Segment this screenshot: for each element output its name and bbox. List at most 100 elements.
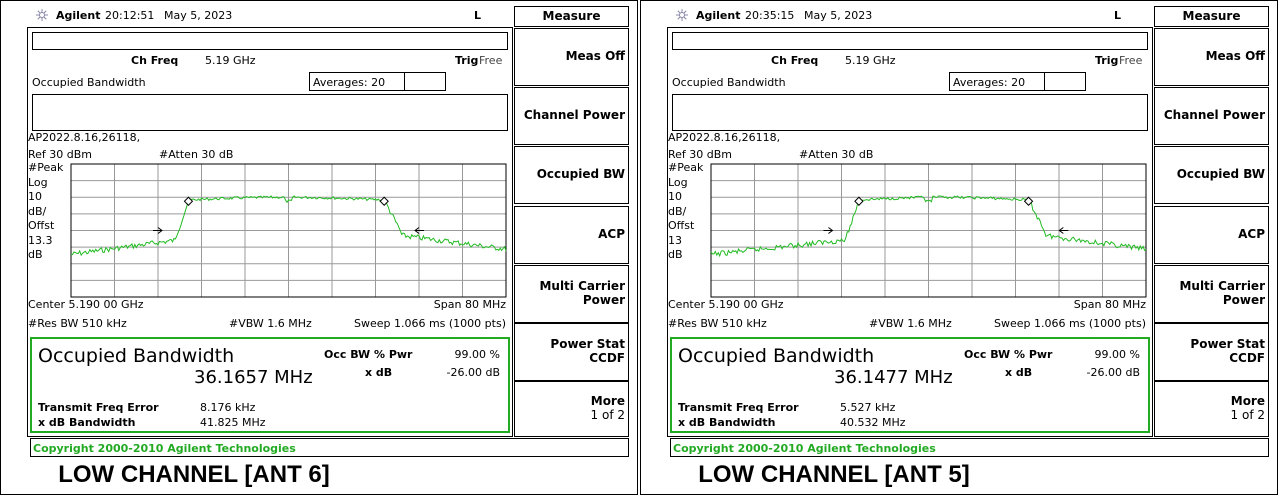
trig-label: Trig [455, 54, 479, 67]
xdb-value: -26.00 dB [446, 366, 501, 379]
softkey-label: CCDF [1229, 351, 1265, 365]
file-name: AP2022.8.16,26118, [668, 131, 781, 144]
softkey[interactable]: Multi Carrier Power [1154, 265, 1269, 323]
caption: LOW CHANNEL [ANT 6] [58, 461, 330, 488]
scale-label: Offst [28, 219, 55, 232]
sun-icon [676, 9, 688, 21]
status-box [32, 94, 508, 131]
softkey[interactable]: Meas Off [1154, 28, 1269, 86]
softkey[interactable]: More 1 of 2 [1154, 381, 1269, 437]
scale-label: 13.3 [28, 233, 53, 247]
time: 20:35:15 [745, 9, 795, 22]
brand: Agilent [56, 9, 101, 22]
analyzer-panel: Agilent 20:35:15 May 5, 2023 L Measure Meas O… [640, 0, 1278, 495]
softkey-label: Power [1222, 293, 1265, 307]
softkey[interactable]: Meas Off [514, 28, 629, 86]
vbw: #VBW 1.6 MHz [229, 317, 312, 330]
averages-field [404, 72, 446, 91]
averages: Averages: 20 [313, 76, 386, 89]
softkey-label: Meas Off [565, 49, 625, 64]
softkey-label: 1 of 2 [590, 408, 625, 422]
softkey[interactable]: Occupied BW [1154, 146, 1269, 204]
softkey-label: Channel Power [1163, 108, 1265, 123]
ch-freq: 5.19 GHz [845, 54, 896, 67]
occ-value: 99.00 % [1094, 348, 1140, 361]
message-bar [672, 32, 1148, 50]
tfe-value: 8.176 kHz [200, 401, 256, 414]
flag: L [1114, 9, 1122, 22]
results-value: 36.1657 MHz [194, 367, 313, 388]
results-box: Occupied Bandwidth 36.1657 MHz Occ BW % Pw… [30, 337, 510, 433]
scale-label: #Peak [28, 161, 64, 174]
scale-label: Log [668, 175, 688, 189]
measurement: Occupied Bandwidth [32, 76, 146, 89]
core [39, 12, 45, 18]
attenuation: #Atten 30 dB [159, 148, 234, 161]
xbw-value: 40.532 MHz [840, 416, 906, 429]
copyright-bar: Copyright 2000-2010 Agilent Technologies [670, 438, 1269, 457]
date: May 5, 2023 [164, 9, 233, 22]
trig-label: Trig [1095, 54, 1119, 67]
softkey[interactable]: Occupied BW [514, 146, 629, 204]
scale-label: Log [28, 175, 48, 189]
occ-label: Occ BW % Pwr [964, 348, 1053, 361]
results-title: Occupied Bandwidth [678, 345, 875, 367]
attenuation: #Atten 30 dB [799, 148, 874, 161]
sweep: Sweep 1.066 ms (1000 pts) [993, 317, 1146, 330]
tfe-label: Transmit Freq Error [678, 401, 799, 414]
span: Span 80 MHz [1073, 298, 1146, 311]
ref-level: Ref 30 dBm [28, 148, 93, 161]
softkey[interactable]: ACP [1154, 206, 1269, 264]
flag: L [474, 9, 482, 22]
analyzer-panel: Agilent 20:12:51 May 5, 2023 L Measure Meas O… [0, 0, 638, 495]
softkey[interactable]: Channel Power [514, 87, 629, 145]
vbw: #VBW 1.6 MHz [869, 317, 952, 330]
time: 20:12:51 [105, 9, 155, 22]
softkey-label: More [590, 394, 625, 409]
averages-box: Averages: 20 [309, 72, 446, 91]
softkey[interactable]: ACP [514, 206, 629, 264]
softkey-label: ACP [598, 227, 625, 242]
screen-frame [27, 27, 513, 437]
softkey-label: Multi Carrier [1179, 279, 1265, 294]
xdb-label: x dB [1005, 366, 1033, 379]
res-bw: #Res BW 510 kHz [668, 317, 767, 330]
results-value: 36.1477 MHz [834, 367, 953, 388]
scale-label: dB/ [668, 204, 687, 218]
center-freq: Center 5.190 00 GHz [28, 298, 144, 311]
softkey-label: ACP [1238, 227, 1265, 242]
softkey[interactable]: Channel Power [1154, 87, 1269, 145]
scale-label: dB/ [28, 204, 47, 218]
ref-level: Ref 30 dBm [668, 148, 733, 161]
copyright-bar: Copyright 2000-2010 Agilent Technologies [30, 438, 629, 457]
scale-label: dB [668, 248, 683, 261]
res-bw: #Res BW 510 kHz [28, 317, 127, 330]
ch-freq-label: Ch Freq [771, 54, 819, 67]
occ-label: Occ BW % Pwr [324, 348, 413, 361]
scale-label: 10 [28, 190, 42, 203]
xbw-label: x dB Bandwidth [678, 416, 776, 429]
softkey-label: Meas Off [1205, 49, 1265, 64]
softkey-label: Power Stat [550, 337, 625, 352]
file-name: AP2022.8.16,26118, [28, 131, 141, 144]
averages-field [1044, 72, 1086, 91]
averages-box: Averages: 20 [949, 72, 1086, 91]
softkey[interactable]: Power Stat CCDF [1154, 323, 1269, 381]
xdb-value: -26.00 dB [1086, 366, 1141, 379]
tfe-value: 5.527 kHz [840, 401, 896, 414]
center-freq: Center 5.190 00 GHz [668, 298, 784, 311]
tfe-label: Transmit Freq Error [38, 401, 159, 414]
xbw-value: 41.825 MHz [200, 416, 266, 429]
core [679, 12, 685, 18]
ch-freq-label: Ch Freq [131, 54, 179, 67]
trig: Free [1119, 54, 1143, 67]
occ-value: 99.00 % [454, 348, 500, 361]
ch-freq: 5.19 GHz [205, 54, 256, 67]
measurement: Occupied Bandwidth [672, 76, 786, 89]
scale-label: Offst [668, 219, 695, 232]
softkey[interactable]: More 1 of 2 [514, 381, 629, 437]
xdb-label: x dB [365, 366, 393, 379]
softkey[interactable]: Power Stat CCDF [514, 323, 629, 381]
softkey[interactable]: Multi Carrier Power [514, 265, 629, 323]
